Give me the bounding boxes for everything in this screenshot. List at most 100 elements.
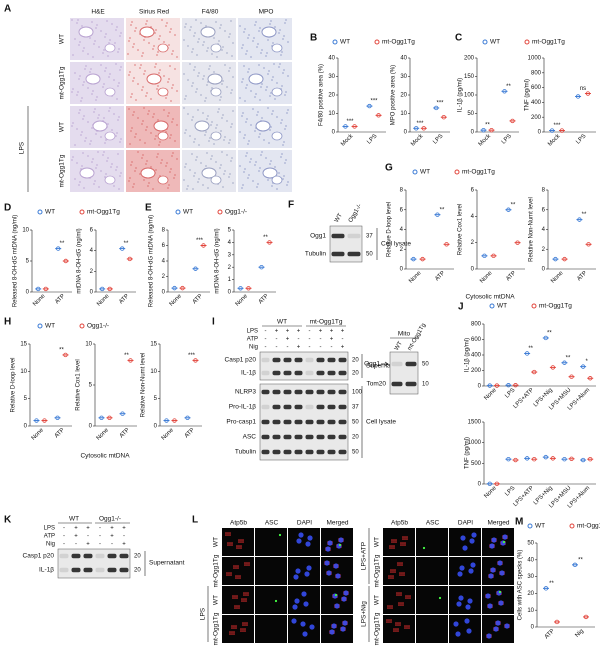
nucleus [459,565,465,571]
mito-dot [404,538,406,540]
tissue-dot [267,73,269,75]
tissue-dot [223,173,225,175]
tissue-dot [107,123,109,125]
data-point [506,457,511,462]
band [305,404,314,410]
airway [146,73,162,85]
tissue-dot [194,66,196,68]
tissue-dot [105,173,107,175]
tissue-dot [85,65,87,67]
tissue-dot [258,30,260,32]
band [305,389,314,395]
mito-dot [386,619,388,621]
tissue-dot [244,100,246,102]
tissue-dot [230,126,232,128]
x-tick-label: LPS+ATP [513,485,536,508]
x-tick-label: LPS [504,485,516,497]
significance: ns [580,86,586,92]
micrograph [482,528,514,556]
micrograph [288,528,320,556]
tissue-dot [102,154,104,156]
data-point [550,456,556,461]
mito-dot [400,544,402,546]
treatment-sign: - [111,542,113,548]
nucleus [460,535,466,541]
tissue-dot [74,38,76,40]
mito-dot [242,624,244,626]
tissue-dot [128,180,130,182]
tissue-dot [161,159,163,161]
band [261,434,270,440]
nucleus [491,537,497,543]
treatment-sign: + [110,534,114,540]
tissue-dot [80,134,82,136]
micrograph [482,586,514,614]
tissue-dot [83,81,85,83]
nucleus [305,541,311,547]
y-tick-label: 8 [400,188,404,194]
tissue-dot [250,56,252,58]
tissue-dot [183,73,185,75]
nucleus [293,574,299,580]
mito-dot [399,574,401,576]
tissue-dot [172,50,174,52]
treatment-sign: + [330,337,334,343]
x-tick-label: None [550,270,565,285]
tissue-dot [109,73,111,75]
tissue-dot [257,183,259,185]
tissue-dot [242,44,244,46]
legend-marker [175,209,181,215]
band [283,370,292,376]
tissue-dot [100,30,102,32]
tissue-dot [208,68,210,70]
tissue-dot [228,36,230,38]
tissue-dot [105,33,107,35]
tissue-dot [254,164,256,166]
nucleus [332,593,338,599]
nucleus [457,571,463,577]
micrograph [222,528,254,556]
tissue-dot [202,112,204,114]
tissue-dot [96,96,98,98]
y-tick-label: 10 [527,608,534,614]
airway [79,167,95,179]
mito-dot [225,532,227,534]
nucleus [496,590,502,596]
legend-marker [482,39,488,45]
nucleus [336,543,342,549]
tissue-dot [223,139,225,141]
tissue-dot [247,177,249,179]
tissue-dot [116,132,118,134]
tissue-dot [150,166,152,168]
tissue-dot [170,100,172,102]
tissue-dot [76,162,78,164]
tissue-dot [248,34,250,36]
band [316,357,325,363]
panel-letter: G [385,163,393,174]
treatment-sign: + [74,526,78,532]
mito-dot [237,575,239,577]
nucleus [499,570,505,576]
data-point [532,457,537,462]
tissue-dot [263,67,265,69]
data-point [491,253,496,259]
tissue-dot [137,83,139,85]
tissue-dot [246,118,248,120]
band [107,553,117,559]
tissue-dot [266,52,268,54]
tissue-dot [111,23,113,25]
mito-dot [395,628,397,630]
airway [153,120,169,132]
tissue-dot [221,151,223,153]
tissue-dot [224,64,226,66]
nucleus [455,631,461,637]
data-point [127,256,132,262]
tissue-dot [231,157,233,159]
tissue-dot [224,30,226,32]
band [338,357,347,363]
tissue-dot [184,166,186,168]
band [272,434,281,440]
tissue-dot [206,84,208,86]
tissue-dot [72,88,74,90]
nucleus [327,540,333,546]
